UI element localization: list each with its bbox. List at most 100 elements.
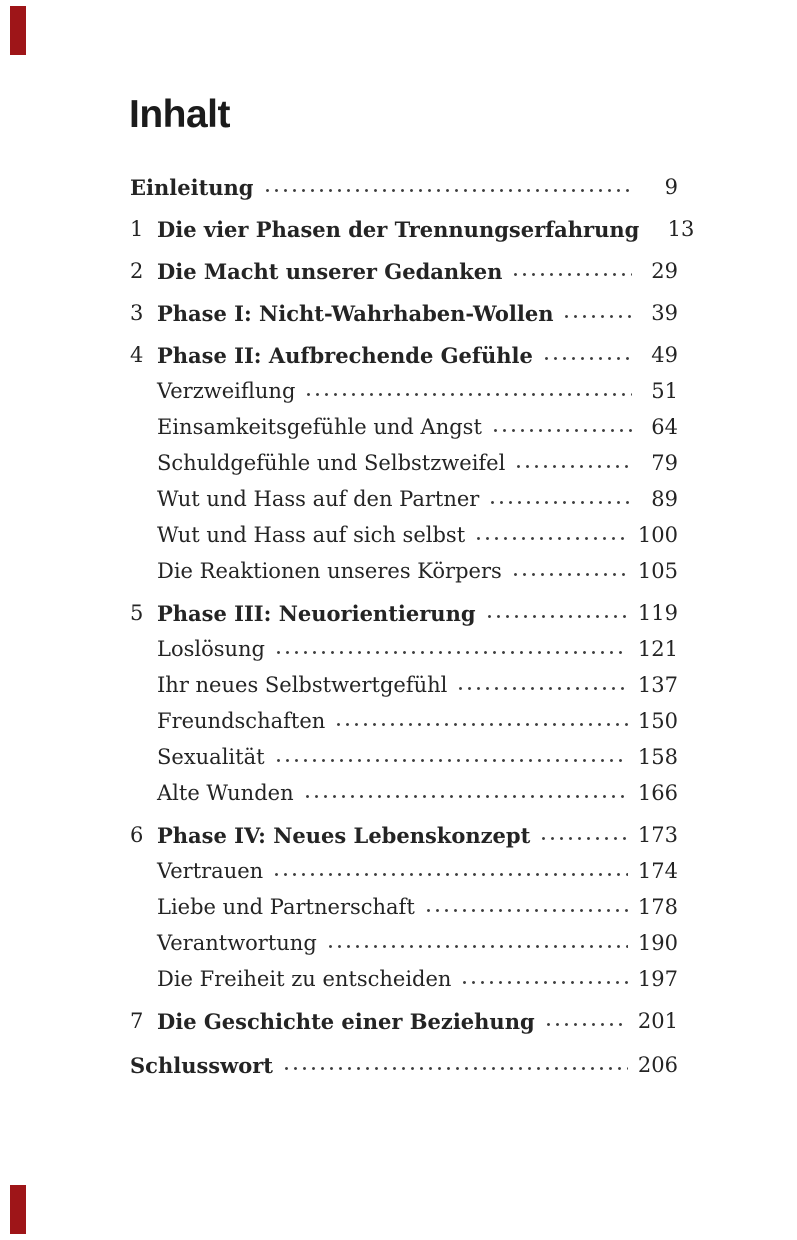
toc-entry-label: Die Freiheit zu entscheiden bbox=[157, 967, 452, 991]
toc-entry: Sexualität 158 bbox=[130, 732, 678, 768]
toc-entry: Die Freiheit zu entscheiden 197 bbox=[130, 954, 678, 990]
toc-entry: Einleitung 9 bbox=[130, 156, 678, 200]
dot-leader bbox=[460, 981, 628, 984]
toc-entry: 6 Phase IV: Neues Lebenskonzept 173 bbox=[130, 804, 678, 848]
toc-entry-page: 206 bbox=[637, 1053, 678, 1077]
table-of-contents: Einleitung 9 1 Die vier Phasen der Trenn… bbox=[130, 156, 694, 1077]
toc-entry: 2 Die Macht unserer Gedanken 29 bbox=[130, 240, 678, 284]
toc-entry: Schuldgefühle und Selbstzweifel 79 bbox=[130, 438, 678, 474]
toc-entry-number: 3 bbox=[130, 301, 144, 325]
dot-leader bbox=[539, 837, 628, 840]
toc-entry: Freundschaften 150 bbox=[130, 696, 678, 732]
toc-entry-page: 9 bbox=[664, 175, 678, 199]
toc-entry-page: 173 bbox=[637, 823, 678, 847]
toc-entry: 4 Phase II: Aufbrechende Gefühle 49 bbox=[130, 324, 678, 368]
toc-entry-label: Liebe und Partnerschaft bbox=[157, 895, 415, 919]
dot-leader bbox=[325, 945, 628, 948]
toc-entry-page: 119 bbox=[637, 601, 678, 625]
toc-entry: 1 Die vier Phasen der Trennungserfahrung… bbox=[130, 198, 694, 242]
toc-entry-label: Die Macht unserer Gedanken bbox=[157, 259, 503, 284]
dot-leader bbox=[281, 1067, 628, 1070]
toc-entry-label: Die vier Phasen der Trennungserfahrung bbox=[157, 217, 640, 242]
toc-entry-label: Einleitung bbox=[130, 175, 254, 200]
toc-entry-number: 4 bbox=[130, 343, 144, 367]
toc-entry-page: 121 bbox=[637, 637, 678, 661]
toc-entry-page: 79 bbox=[651, 451, 678, 475]
toc-entry-page: 64 bbox=[651, 415, 678, 439]
toc-entry-page: 105 bbox=[637, 559, 678, 583]
toc-entry: Vertrauen 174 bbox=[130, 846, 678, 882]
toc-entry-number: 6 bbox=[130, 823, 144, 847]
toc-entry-page: 29 bbox=[651, 259, 678, 283]
red-corner-mark-top bbox=[10, 6, 26, 55]
toc-entry-label: Vertrauen bbox=[157, 859, 264, 883]
toc-entry: Einsamkeitsgefühle und Angst 64 bbox=[130, 402, 678, 438]
dot-leader bbox=[423, 909, 628, 912]
toc-entry-label: Loslösung bbox=[157, 637, 265, 661]
toc-entry-label: Die Reaktionen unseres Körpers bbox=[157, 559, 502, 583]
dot-leader bbox=[273, 759, 628, 762]
toc-entry-label: Phase IV: Neues Lebenskonzept bbox=[157, 823, 531, 848]
dot-leader bbox=[510, 573, 628, 576]
toc-entry: Schlusswort 206 bbox=[130, 1032, 678, 1077]
toc-entry-label: Verzweiflung bbox=[157, 379, 296, 403]
toc-entry-label: Ihr neues Selbstwertgefühl bbox=[157, 673, 448, 697]
dot-leader bbox=[474, 537, 628, 540]
toc-entry-number: 2 bbox=[130, 259, 144, 283]
toc-entry-label: Phase II: Aufbrechende Gefühle bbox=[157, 343, 533, 368]
toc-entry-page: 190 bbox=[637, 931, 678, 955]
toc-entry: Wut und Hass auf sich selbst 100 bbox=[130, 510, 678, 546]
toc-entry-page: 166 bbox=[637, 781, 678, 805]
dot-leader bbox=[304, 393, 632, 396]
toc-entry: 3 Phase I: Nicht-Wahrhaben-Wollen 39 bbox=[130, 282, 678, 326]
toc-entry-page: 89 bbox=[651, 487, 678, 511]
dot-leader bbox=[262, 189, 632, 192]
dot-leader bbox=[511, 273, 632, 276]
toc-entry-page: 13 bbox=[667, 217, 695, 241]
dot-leader bbox=[334, 723, 628, 726]
dot-leader bbox=[490, 429, 632, 432]
toc-entry-number: 7 bbox=[130, 1009, 144, 1033]
dot-leader bbox=[484, 615, 628, 618]
red-corner-mark-bottom bbox=[10, 1185, 26, 1234]
toc-entry: Verzweiflung 51 bbox=[130, 366, 678, 402]
dot-leader bbox=[541, 357, 632, 360]
dot-leader bbox=[562, 315, 632, 318]
toc-entry: Wut und Hass auf den Partner 89 bbox=[130, 474, 678, 510]
toc-entry-page: 49 bbox=[651, 343, 678, 367]
toc-entry-label: Wut und Hass auf den Partner bbox=[157, 487, 480, 511]
toc-entry: Die Reaktionen unseres Körpers 105 bbox=[130, 546, 678, 582]
toc-entry-label: Schuldgefühle und Selbstzweifel bbox=[157, 451, 506, 475]
toc-entry-label: Freundschaften bbox=[157, 709, 326, 733]
toc-entry: Alte Wunden 166 bbox=[130, 768, 678, 804]
page-title: Inhalt bbox=[129, 93, 231, 136]
toc-entry-label: Phase III: Neuorientierung bbox=[157, 601, 476, 626]
toc-entry: 5 Phase III: Neuorientierung 119 bbox=[130, 582, 678, 626]
toc-entry-page: 39 bbox=[651, 301, 678, 325]
toc-entry-label: Phase I: Nicht-Wahrhaben-Wollen bbox=[157, 301, 554, 326]
toc-entry-label: Wut und Hass auf sich selbst bbox=[157, 523, 466, 547]
toc-entry-page: 178 bbox=[637, 895, 678, 919]
toc-entry: Verantwortung 190 bbox=[130, 918, 678, 954]
dot-leader bbox=[274, 651, 628, 654]
toc-entry: Loslösung 121 bbox=[130, 624, 678, 660]
toc-entry-label: Einsamkeitsgefühle und Angst bbox=[157, 415, 482, 439]
toc-entry-page: 137 bbox=[637, 673, 678, 697]
dot-leader bbox=[272, 873, 628, 876]
toc-entry-label: Die Geschichte einer Beziehung bbox=[157, 1009, 535, 1034]
dot-leader bbox=[302, 795, 628, 798]
toc-entry-page: 100 bbox=[637, 523, 678, 547]
dot-leader bbox=[543, 1023, 628, 1026]
toc-entry-number: 1 bbox=[130, 217, 144, 241]
dot-leader bbox=[488, 501, 632, 504]
toc-entry-label: Sexualität bbox=[157, 745, 265, 769]
toc-entry-number: 5 bbox=[130, 601, 144, 625]
toc-entry-page: 150 bbox=[637, 709, 678, 733]
toc-entry-page: 201 bbox=[637, 1009, 678, 1033]
toc-entry-page: 51 bbox=[651, 379, 678, 403]
toc-entry-label: Alte Wunden bbox=[157, 781, 294, 805]
dot-leader bbox=[456, 687, 628, 690]
toc-entry-page: 174 bbox=[637, 859, 678, 883]
toc-entry-page: 158 bbox=[637, 745, 678, 769]
